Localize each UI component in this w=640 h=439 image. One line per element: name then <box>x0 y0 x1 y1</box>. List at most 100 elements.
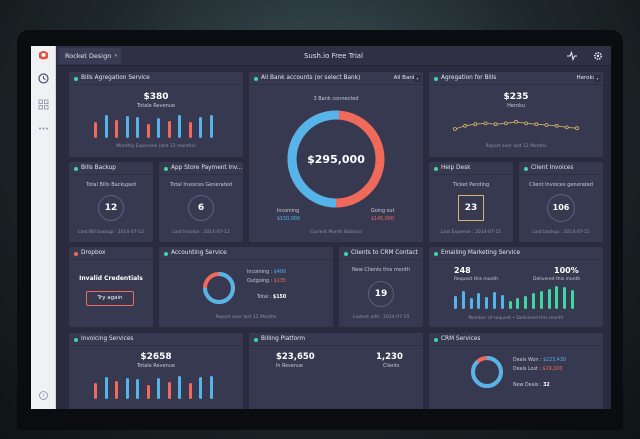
panel-title: Invoicing Services <box>81 336 134 342</box>
won-value: $223,430 <box>543 358 566 363</box>
accounting-donut-chart <box>203 272 235 304</box>
bank-accounts-panel: All Bank accounts (or select Bank) All B… <box>249 72 423 242</box>
chart-bar <box>555 286 559 309</box>
outgoing-label: Outgoing : <box>247 279 273 284</box>
chart-bar <box>485 297 489 309</box>
aggregation-bills-panel: Agregation for Bills Heroku ▾ $235 Herok… <box>429 72 603 157</box>
chart-bar <box>188 122 192 138</box>
chart-bar <box>104 115 108 138</box>
status-dot <box>164 252 168 256</box>
project-tab[interactable]: Rocket Design ▾ <box>59 48 121 64</box>
incoming-arc <box>287 110 385 208</box>
line-point <box>503 121 508 126</box>
chart-bar <box>136 117 139 138</box>
line-point <box>483 121 488 126</box>
chart-bar <box>188 383 192 399</box>
dashboard-screen: ? Rocket Design ▾ Sush.io Free Trial Bil… <box>31 46 611 409</box>
panel-footer: Current Month Balance <box>310 230 362 235</box>
status-dot <box>74 77 78 81</box>
help-desk-panel: Help Desk Ticket Pending 23 Last Expense… <box>429 162 513 242</box>
crm-contact-panel: Clients to CRM Contact New Clients this … <box>339 247 423 327</box>
grid-icon[interactable] <box>35 96 52 113</box>
gear-icon[interactable] <box>591 49 605 63</box>
bills-backup-panel: Bills Backup Total Bills Backuped 12 Las… <box>69 162 153 242</box>
pulse-icon[interactable] <box>565 49 579 63</box>
invoicing-panel: Invoicing Services $2658 Totale Revenue <box>69 333 243 409</box>
panel-title: Help Desk <box>441 165 471 171</box>
provider-select[interactable]: Heroku <box>576 75 596 81</box>
outgoing-label: Going out <box>371 209 395 214</box>
chart-bar <box>461 291 465 309</box>
sushi-logo-icon[interactable] <box>37 49 50 61</box>
chart-bar <box>547 289 551 309</box>
panel-footer: Report over last 12 Months <box>215 315 277 320</box>
status-dot <box>434 77 438 81</box>
delivered-label: Delivered this month <box>533 277 581 282</box>
chevron-down-icon[interactable]: ▾ <box>594 75 601 82</box>
bills-agregation-panel: Bills Agregation Service $380 Totale Rev… <box>69 72 243 157</box>
won-label: Deals Won : <box>513 358 542 363</box>
incoming-label: Incoming : <box>247 270 273 275</box>
chart-bar <box>524 296 528 309</box>
panel-footer: Last backup : 2014-07-15 <box>532 230 590 235</box>
stat-circle: 6 <box>188 195 214 221</box>
refresh-icon[interactable] <box>35 70 52 87</box>
client-invoices-panel: Client Invoices Client Invoices generate… <box>519 162 603 242</box>
chart-bar <box>532 293 535 309</box>
line-point <box>493 122 498 127</box>
lost-label: Deals Lost : <box>513 367 541 372</box>
line-point <box>554 123 559 128</box>
panel-title: Clients to CRM Contact <box>351 250 418 256</box>
chart-bar <box>516 298 520 309</box>
app-store-panel: App Store Payment Inv... Total Invoices … <box>159 162 243 242</box>
clients-label: Clients <box>383 364 400 369</box>
panel-title: All Bank accounts (or select Bank) <box>261 75 361 81</box>
panel-footer: Number of request • Delivered this month <box>468 316 564 321</box>
try-again-button[interactable]: Try again <box>86 291 134 306</box>
chart-bar <box>146 385 150 399</box>
invoicing-chart <box>94 373 219 399</box>
panel-title: App Store Payment Inv... <box>171 165 243 171</box>
dropbox-panel: Dropbox Invalid Credentials Try again <box>69 247 153 327</box>
status-dot <box>74 167 78 171</box>
svg-text:?: ? <box>42 394 45 400</box>
stat-label: Total Invoices Generated <box>170 182 232 188</box>
status-dot <box>524 167 528 171</box>
total-value: $150 <box>272 295 287 300</box>
line-point <box>524 121 529 126</box>
chart-bar <box>571 290 574 309</box>
line-point <box>473 122 478 127</box>
chevron-down-icon[interactable]: ▾ <box>414 75 421 82</box>
incoming-value: $150,000 <box>277 217 300 222</box>
crm-services-panel: CRM Services Deals Won : $223,430 Deals … <box>429 333 603 409</box>
stat-box: 23 <box>458 195 484 221</box>
panel-footer: Last Expense : 2014-07-15 <box>440 230 502 235</box>
chart-bar <box>178 376 181 399</box>
chart-bar <box>209 376 213 399</box>
bills-line-chart <box>453 119 579 131</box>
status-dot <box>434 252 438 256</box>
line-point <box>575 126 579 131</box>
top-bar: Rocket Design ▾ Sush.io Free Trial <box>56 46 611 66</box>
panel-title: CRM Services <box>441 336 481 342</box>
error-message: Invalid Credentials <box>79 275 143 282</box>
panel-title: Billing Platform <box>261 336 306 342</box>
billing-panel: Billing Platform $23,650 In Revenue 1,23… <box>249 333 423 409</box>
panel-title: Emailing Marketing Service <box>441 250 521 256</box>
emailing-chart <box>454 285 578 309</box>
line-point <box>514 119 518 124</box>
bank-select[interactable]: All Bank <box>393 75 416 81</box>
status-dot <box>254 338 258 342</box>
more-icon[interactable] <box>35 120 52 137</box>
clients-value: 1,230 <box>376 352 403 362</box>
stat-label: New Clients this month <box>351 267 411 273</box>
panel-footer: Monthly Expenses (last 12 months) <box>116 144 196 149</box>
help-icon[interactable]: ? <box>35 387 52 404</box>
chart-bar <box>94 122 97 138</box>
bills-value: $235 <box>503 92 529 102</box>
status-dot <box>74 252 78 256</box>
sidebar: ? <box>31 46 56 409</box>
chart-bar <box>136 379 139 399</box>
chart-bar <box>125 378 129 399</box>
panel-title: Bills Agregation Service <box>81 75 150 81</box>
